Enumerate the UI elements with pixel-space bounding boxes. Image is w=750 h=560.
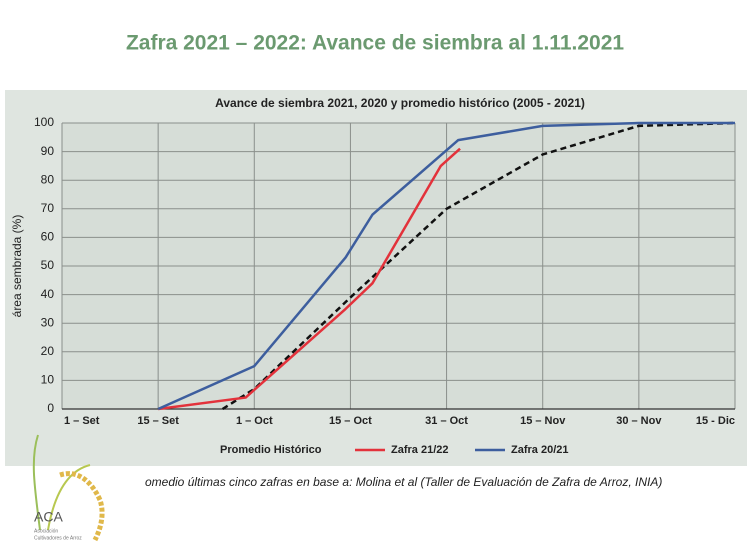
x-tick-label: 15 – Oct	[329, 415, 372, 427]
y-tick-label: 20	[41, 344, 55, 358]
series-line	[157, 147, 461, 411]
y-tick-label: 80	[41, 172, 55, 186]
logo-stalk	[47, 464, 91, 531]
series-line	[157, 121, 735, 411]
x-tick-label: 15 - Dic	[696, 415, 735, 427]
slide-title: Zafra 2021 – 2022: Avance de siembra al …	[126, 32, 624, 55]
logo-subtext: Asociación	[34, 528, 58, 534]
x-tick-label: 1 – Set	[64, 415, 100, 427]
legend-label: Zafra 21/22	[391, 444, 448, 456]
x-tick-label: 15 – Nov	[520, 415, 566, 427]
x-tick-label: 1 – Oct	[236, 415, 273, 427]
y-tick-label: 50	[41, 258, 55, 272]
x-tick-label: 31 – Oct	[425, 415, 468, 427]
y-tick-label: 100	[34, 115, 54, 129]
y-tick-label: 0	[47, 401, 54, 415]
footnote: omedio últimas cinco zafras en base a: M…	[145, 475, 662, 489]
legend-label: Zafra 20/21	[511, 444, 568, 456]
logo: ACA Asociación Cultivadores de Arroz	[32, 434, 105, 542]
legend-label: Promedio Histórico	[220, 444, 322, 456]
y-tick-label: 10	[41, 373, 55, 387]
series-line	[221, 121, 736, 411]
x-tick-label: 15 – Set	[137, 415, 179, 427]
y-tick-label: 70	[41, 201, 55, 215]
logo-stalk	[32, 434, 41, 531]
logo-grain	[59, 471, 105, 542]
y-tick-label: 60	[41, 230, 55, 244]
y-tick-label: 90	[41, 144, 55, 158]
y-tick-label: 30	[41, 315, 55, 329]
x-tick-label: 30 – Nov	[616, 415, 662, 427]
y-axis-label: área sembrada (%)	[10, 215, 24, 318]
y-tick-label: 40	[41, 287, 55, 301]
logo-subtext: Cultivadores de Arroz	[34, 535, 82, 541]
logo-text: ACA	[34, 509, 63, 525]
chart-title: Avance de siembra 2021, 2020 y promedio …	[215, 96, 585, 110]
